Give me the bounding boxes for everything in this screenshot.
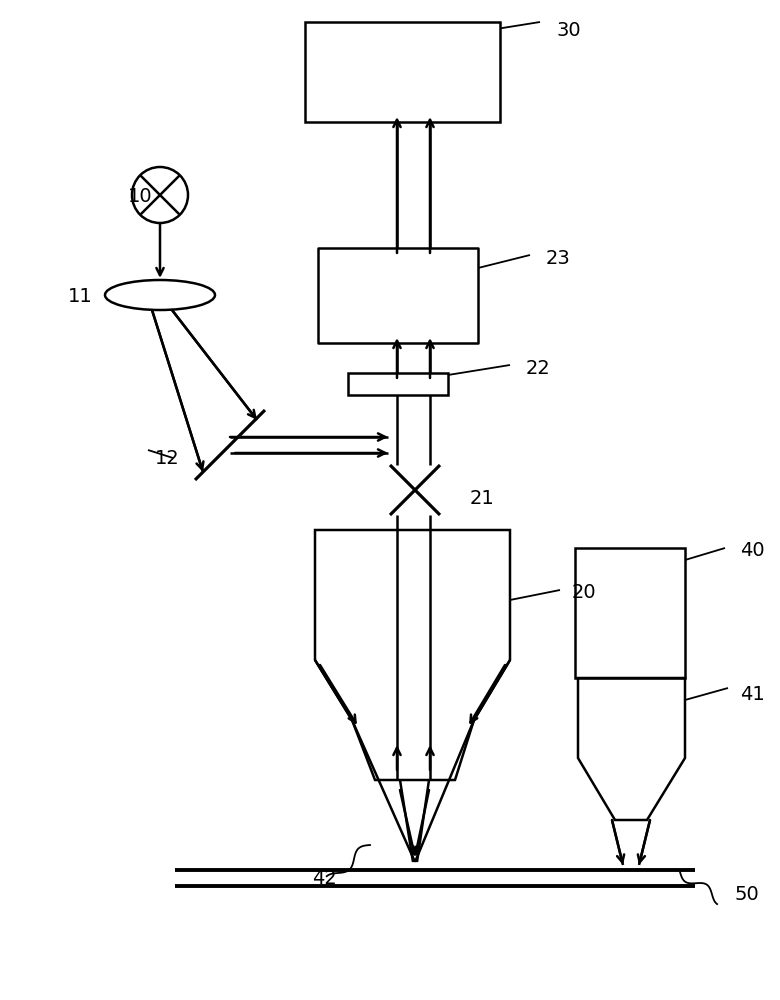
Text: 40: 40 [740, 540, 764, 560]
Text: 30: 30 [556, 20, 580, 39]
Text: 22: 22 [526, 359, 551, 377]
Text: 10: 10 [128, 188, 153, 207]
Text: 41: 41 [740, 686, 764, 704]
Bar [305, 22, 500, 122]
Text: 50: 50 [734, 886, 759, 904]
Text: 20: 20 [572, 584, 597, 602]
Text: 23: 23 [546, 248, 571, 267]
Bar [575, 548, 685, 678]
Text: 12: 12 [155, 448, 179, 468]
Text: 42: 42 [312, 868, 337, 888]
Text: 11: 11 [68, 288, 93, 306]
Text: 21: 21 [470, 488, 495, 508]
Bar [318, 248, 478, 343]
Bar [348, 373, 448, 395]
